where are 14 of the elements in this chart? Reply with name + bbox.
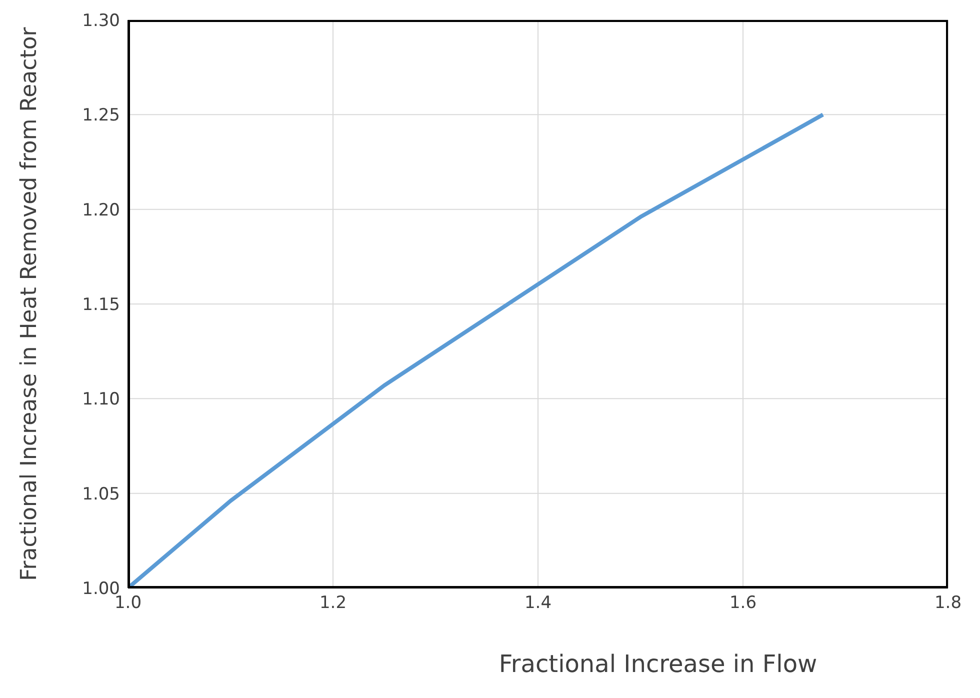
- y-tick-label: 1.15: [82, 295, 120, 316]
- x-axis-title: Fractional Increase in Flow: [498, 650, 818, 678]
- y-axis-title: Fractional Increase in Heat Removed from Reactor: [16, 26, 42, 581]
- y-tick-label: 1.10: [82, 390, 120, 410]
- x-tick-label: 1.4: [524, 593, 552, 614]
- line-series: [128, 112, 825, 588]
- y-tick-label: 1.05: [82, 484, 120, 504]
- x-tick-label: 1.2: [319, 593, 347, 614]
- y-tick-label: 1.25: [82, 106, 120, 126]
- x-tick-label: 1.0: [114, 593, 142, 614]
- x-tick-label: 1.8: [934, 593, 962, 614]
- y-tick-label: 1.20: [82, 200, 120, 220]
- y-tick-label: 1.30: [82, 11, 120, 32]
- x-tick-label: 1.6: [729, 593, 757, 614]
